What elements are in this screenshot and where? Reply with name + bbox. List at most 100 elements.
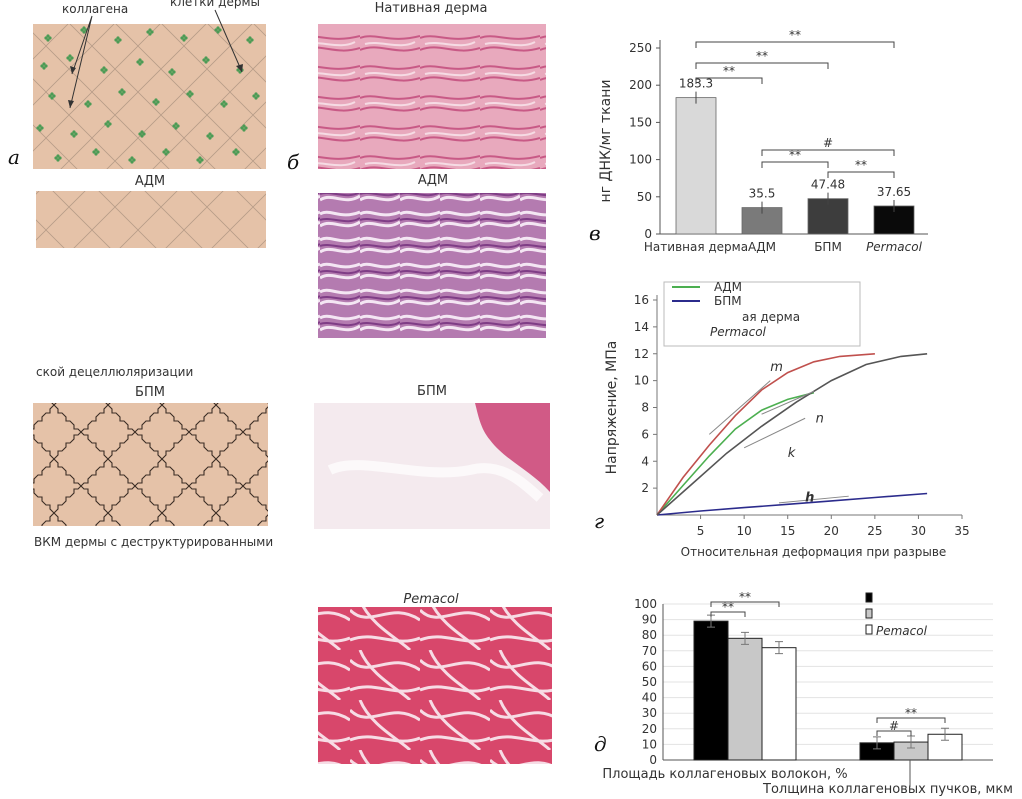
x-tick-label: 20 xyxy=(824,524,839,538)
error-bar xyxy=(741,631,749,645)
panel-letter-v: в xyxy=(589,221,601,245)
arrow-cells xyxy=(214,9,243,73)
y-tick-label: 20 xyxy=(642,722,657,736)
x-tick-label: 5 xyxy=(697,524,705,538)
tangent-line xyxy=(778,495,849,504)
significance-bracket xyxy=(827,171,895,178)
histology-adm xyxy=(318,193,546,338)
tangent-line xyxy=(708,380,771,435)
significance-bracket xyxy=(695,41,895,48)
x-tick-label: 15 xyxy=(780,524,795,538)
significance-label: ** xyxy=(722,600,734,614)
y-tick-label: 60 xyxy=(642,659,657,673)
y-tick-label: 0 xyxy=(649,753,657,767)
histology-title-bpm: БПМ xyxy=(417,384,447,399)
significance-label: ** xyxy=(789,148,801,162)
y-tick-label: 8 xyxy=(641,401,649,415)
y-tick-label: 100 xyxy=(634,597,657,611)
significance-label: ** xyxy=(756,49,768,63)
legend-label: БПМ xyxy=(714,294,742,308)
significance-bracket xyxy=(710,601,780,607)
partial-caption-1: ской децеллюляризации xyxy=(36,365,193,379)
legend-swatch xyxy=(865,624,873,635)
x-tick-label: 10 xyxy=(737,524,752,538)
legend-label: ая дерма xyxy=(742,310,800,324)
legend-swatch xyxy=(865,592,873,603)
histology-title-native: Нативная дерма xyxy=(375,1,488,16)
curve-annotation: k xyxy=(788,446,796,461)
significance-bracket xyxy=(710,611,746,617)
error-bar xyxy=(907,735,915,749)
error-bar xyxy=(775,641,783,655)
y-tick-label: 6 xyxy=(641,427,649,441)
bar-value-label: 35.5 xyxy=(749,187,776,201)
histology-title-pemacol: Pemacol xyxy=(403,592,459,607)
x-tick-label: Нативная дерма xyxy=(644,240,748,254)
schematic-bpm-title: БПМ xyxy=(135,385,165,400)
curve-annotation: m xyxy=(770,360,783,375)
y-tick-label: 80 xyxy=(642,628,657,642)
significance-bracket xyxy=(876,730,912,736)
bar xyxy=(761,647,797,761)
significance-label: ** xyxy=(789,28,801,42)
x-tick-label: АДМ xyxy=(748,240,776,254)
legend-label: Pemacol xyxy=(876,624,928,638)
x-tick-label: БПМ xyxy=(814,240,842,254)
bar xyxy=(693,620,729,761)
y-tick-label: 14 xyxy=(634,320,649,334)
y-tick-label: 4 xyxy=(641,454,649,468)
label-collagen: коллагена xyxy=(62,2,128,16)
histology-bpm-stain xyxy=(475,403,550,492)
panel-a: коллагена клетки дермы а АДМ ской децелл… xyxy=(8,0,273,549)
significance-label: # xyxy=(823,136,833,150)
series-line xyxy=(656,353,928,516)
y-tick-label: 70 xyxy=(642,644,657,658)
significance-label: ** xyxy=(855,158,867,172)
legend-label: АДМ xyxy=(714,280,742,294)
y-tick-label: 16 xyxy=(634,293,649,307)
schematic-adm-title: АДМ xyxy=(135,174,165,189)
x-axis-label: Относительная деформация при разрыве xyxy=(681,545,947,559)
legend-label: Permacol xyxy=(710,325,767,339)
significance-label: ** xyxy=(739,590,751,604)
x-tick-label: 30 xyxy=(911,524,926,538)
histology-pemacol xyxy=(318,607,552,764)
y-axis-label: нг ДНК/мг ткани xyxy=(598,80,614,203)
series-line xyxy=(656,492,928,516)
panel-b: Нативная дерма б АДМ БПМ Pemacol xyxy=(287,1,552,764)
x-category-label: Площадь коллагеновых волокон, % xyxy=(602,767,847,782)
y-tick-label: 50 xyxy=(637,190,652,204)
bar xyxy=(727,637,763,761)
x-tick-label: 35 xyxy=(954,524,969,538)
legend: Pemacol xyxy=(865,592,928,638)
curve-annotation: n xyxy=(816,411,824,426)
error-bar xyxy=(941,727,949,741)
panel-letter-d: д xyxy=(594,732,607,756)
y-tick-label: 10 xyxy=(642,737,657,751)
x-tick-label: Permacol xyxy=(866,240,923,254)
significance-bracket xyxy=(761,161,829,168)
arrow-collagen xyxy=(69,15,93,109)
tangent-line xyxy=(743,417,806,449)
y-tick-label: 250 xyxy=(629,41,652,55)
x-tick-label: 25 xyxy=(867,524,882,538)
x-category-label: Толщина коллагеновых пучков, мкм xyxy=(762,782,1013,797)
panel-letter-g: г xyxy=(594,509,604,533)
significance-bracket xyxy=(695,77,763,84)
tangent-line xyxy=(761,390,815,415)
curve-annotation: h xyxy=(805,491,814,506)
series-line xyxy=(656,391,815,516)
y-tick-label: 40 xyxy=(642,691,657,705)
y-tick-label: 100 xyxy=(629,153,652,167)
panel-letter-b: б xyxy=(287,150,300,174)
histology-native-dermis xyxy=(318,24,546,169)
y-tick-label: 10 xyxy=(634,374,649,388)
significance-bracket xyxy=(876,717,946,723)
legend-swatch xyxy=(865,608,873,619)
y-tick-label: 0 xyxy=(644,227,652,241)
y-tick-label: 30 xyxy=(642,706,657,720)
y-tick-label: 50 xyxy=(642,675,657,689)
